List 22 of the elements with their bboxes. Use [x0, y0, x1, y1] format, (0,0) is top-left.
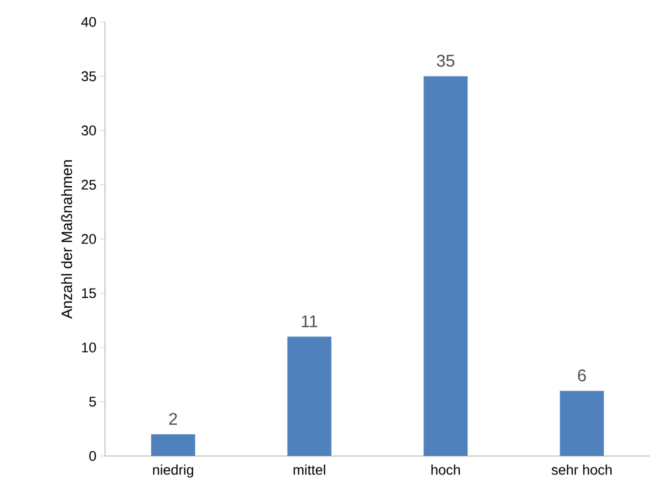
- y-tick-label: 0: [89, 451, 96, 461]
- y-tick-label: 20: [82, 234, 96, 244]
- y-tick-label: 15: [82, 288, 96, 298]
- y-tick-label: 5: [89, 396, 96, 407]
- y-tick-label: 10: [82, 342, 96, 352]
- y-tick-label: 25: [82, 180, 96, 190]
- y-tick-label: 30: [81, 126, 96, 136]
- data-label: 11: [302, 315, 318, 328]
- data-label: 35: [436, 54, 454, 67]
- x-tick-label: mittel: [294, 464, 326, 475]
- x-tick-label: sehr hoch: [552, 464, 612, 475]
- data-label: 6: [578, 369, 586, 382]
- data-label: 2: [169, 412, 177, 425]
- bar: [287, 336, 332, 456]
- x-tick-label: hoch: [431, 464, 460, 475]
- bar: [424, 76, 468, 456]
- bar: [560, 390, 604, 456]
- bar: [151, 434, 196, 456]
- y-tick-label: 40: [81, 17, 96, 27]
- y-tick-label: 35: [81, 71, 96, 82]
- y-axis-title: Anzahl der Maßnahmen: [61, 160, 72, 319]
- x-tick-label: niedrig: [153, 464, 194, 478]
